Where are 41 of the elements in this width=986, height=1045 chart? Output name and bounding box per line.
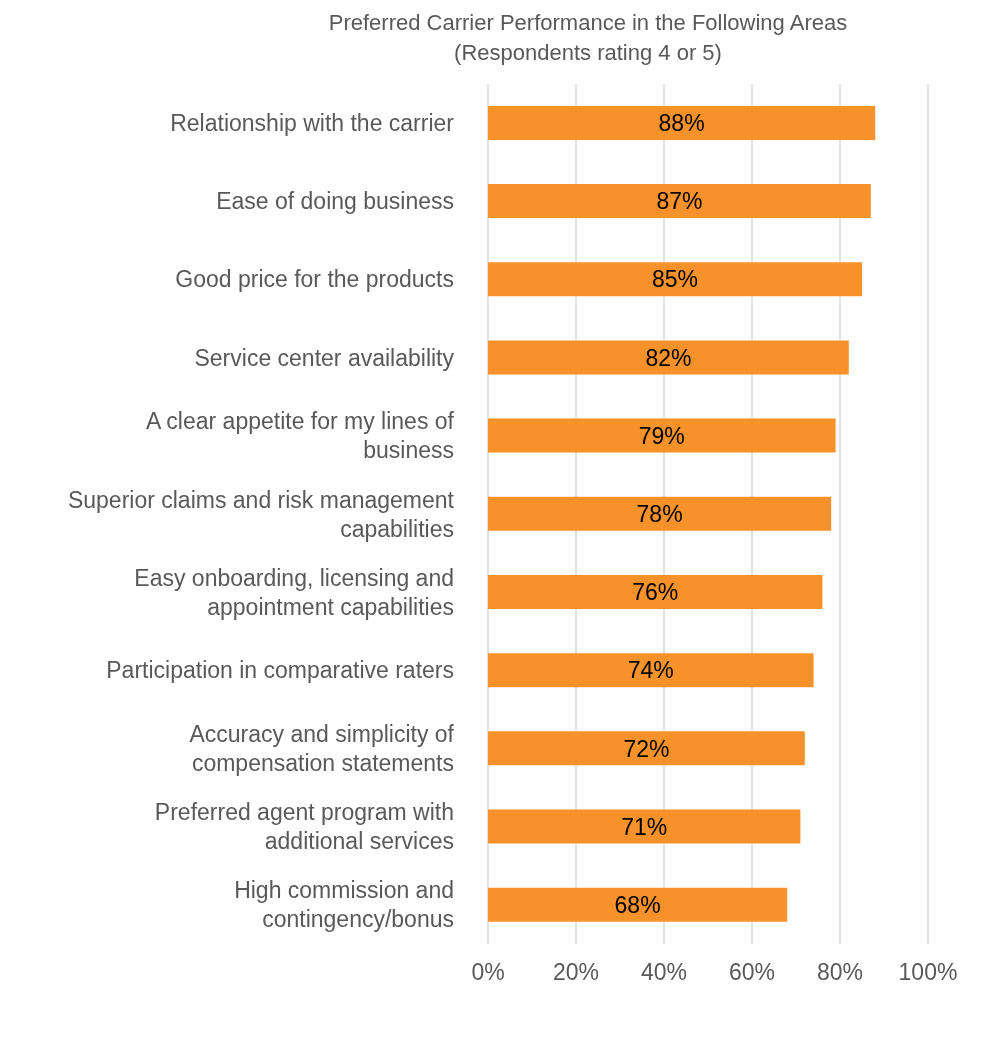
bar <box>488 184 871 219</box>
bar <box>488 418 836 453</box>
y-tick-label: Accuracy and simplicity of compensation statements <box>189 721 455 777</box>
bar <box>488 887 788 922</box>
data-label: 85% <box>651 266 699 293</box>
data-label: 68% <box>614 891 661 918</box>
y-tick-label: Easy onboarding, licensing and appointment capabilities <box>134 564 454 620</box>
bar <box>488 809 801 844</box>
y-tick-label: Preferred agent program with additional services <box>154 799 454 855</box>
chart-title: Preferred Carrier Performance in the Following Areas <box>327 9 849 37</box>
data-label: 76% <box>632 579 679 606</box>
data-label: 79% <box>638 422 685 449</box>
x-tick-label: 0% <box>471 959 505 986</box>
bar <box>488 574 823 609</box>
data-label: 78% <box>636 500 683 527</box>
data-label: 87% <box>656 188 703 215</box>
bar <box>488 653 814 688</box>
data-label: 71% <box>621 813 668 840</box>
y-tick-label: Participation in comparative raters <box>106 657 454 684</box>
chart-subtitle: (Respondents rating 4 or 5) <box>453 39 723 67</box>
data-label: 88% <box>658 110 705 137</box>
y-tick-label: Superior claims and risk management capabilities <box>67 486 455 542</box>
bar <box>488 262 862 297</box>
bar <box>488 731 805 766</box>
x-tick-label: 40% <box>640 959 688 986</box>
y-tick-label: Relationship with the carrier <box>170 110 455 137</box>
data-label: 74% <box>627 657 674 684</box>
x-tick-label: 100% <box>898 959 958 986</box>
x-tick-label: 80% <box>816 959 864 986</box>
bar <box>488 340 849 375</box>
data-label: 82% <box>645 344 692 371</box>
y-tick-label: High commission and contingency/bonus <box>234 877 454 933</box>
x-tick-label: 20% <box>552 959 600 986</box>
data-label: 72% <box>623 735 670 762</box>
bar <box>488 105 876 140</box>
bar <box>488 496 832 531</box>
y-tick-label: Service center availability <box>194 344 455 371</box>
y-tick-label: Ease of doing business <box>216 188 454 215</box>
x-tick-label: 60% <box>728 959 776 986</box>
y-tick-label: Good price for the products <box>175 266 454 293</box>
y-tick-label: A clear appetite for my lines of business <box>145 408 455 464</box>
